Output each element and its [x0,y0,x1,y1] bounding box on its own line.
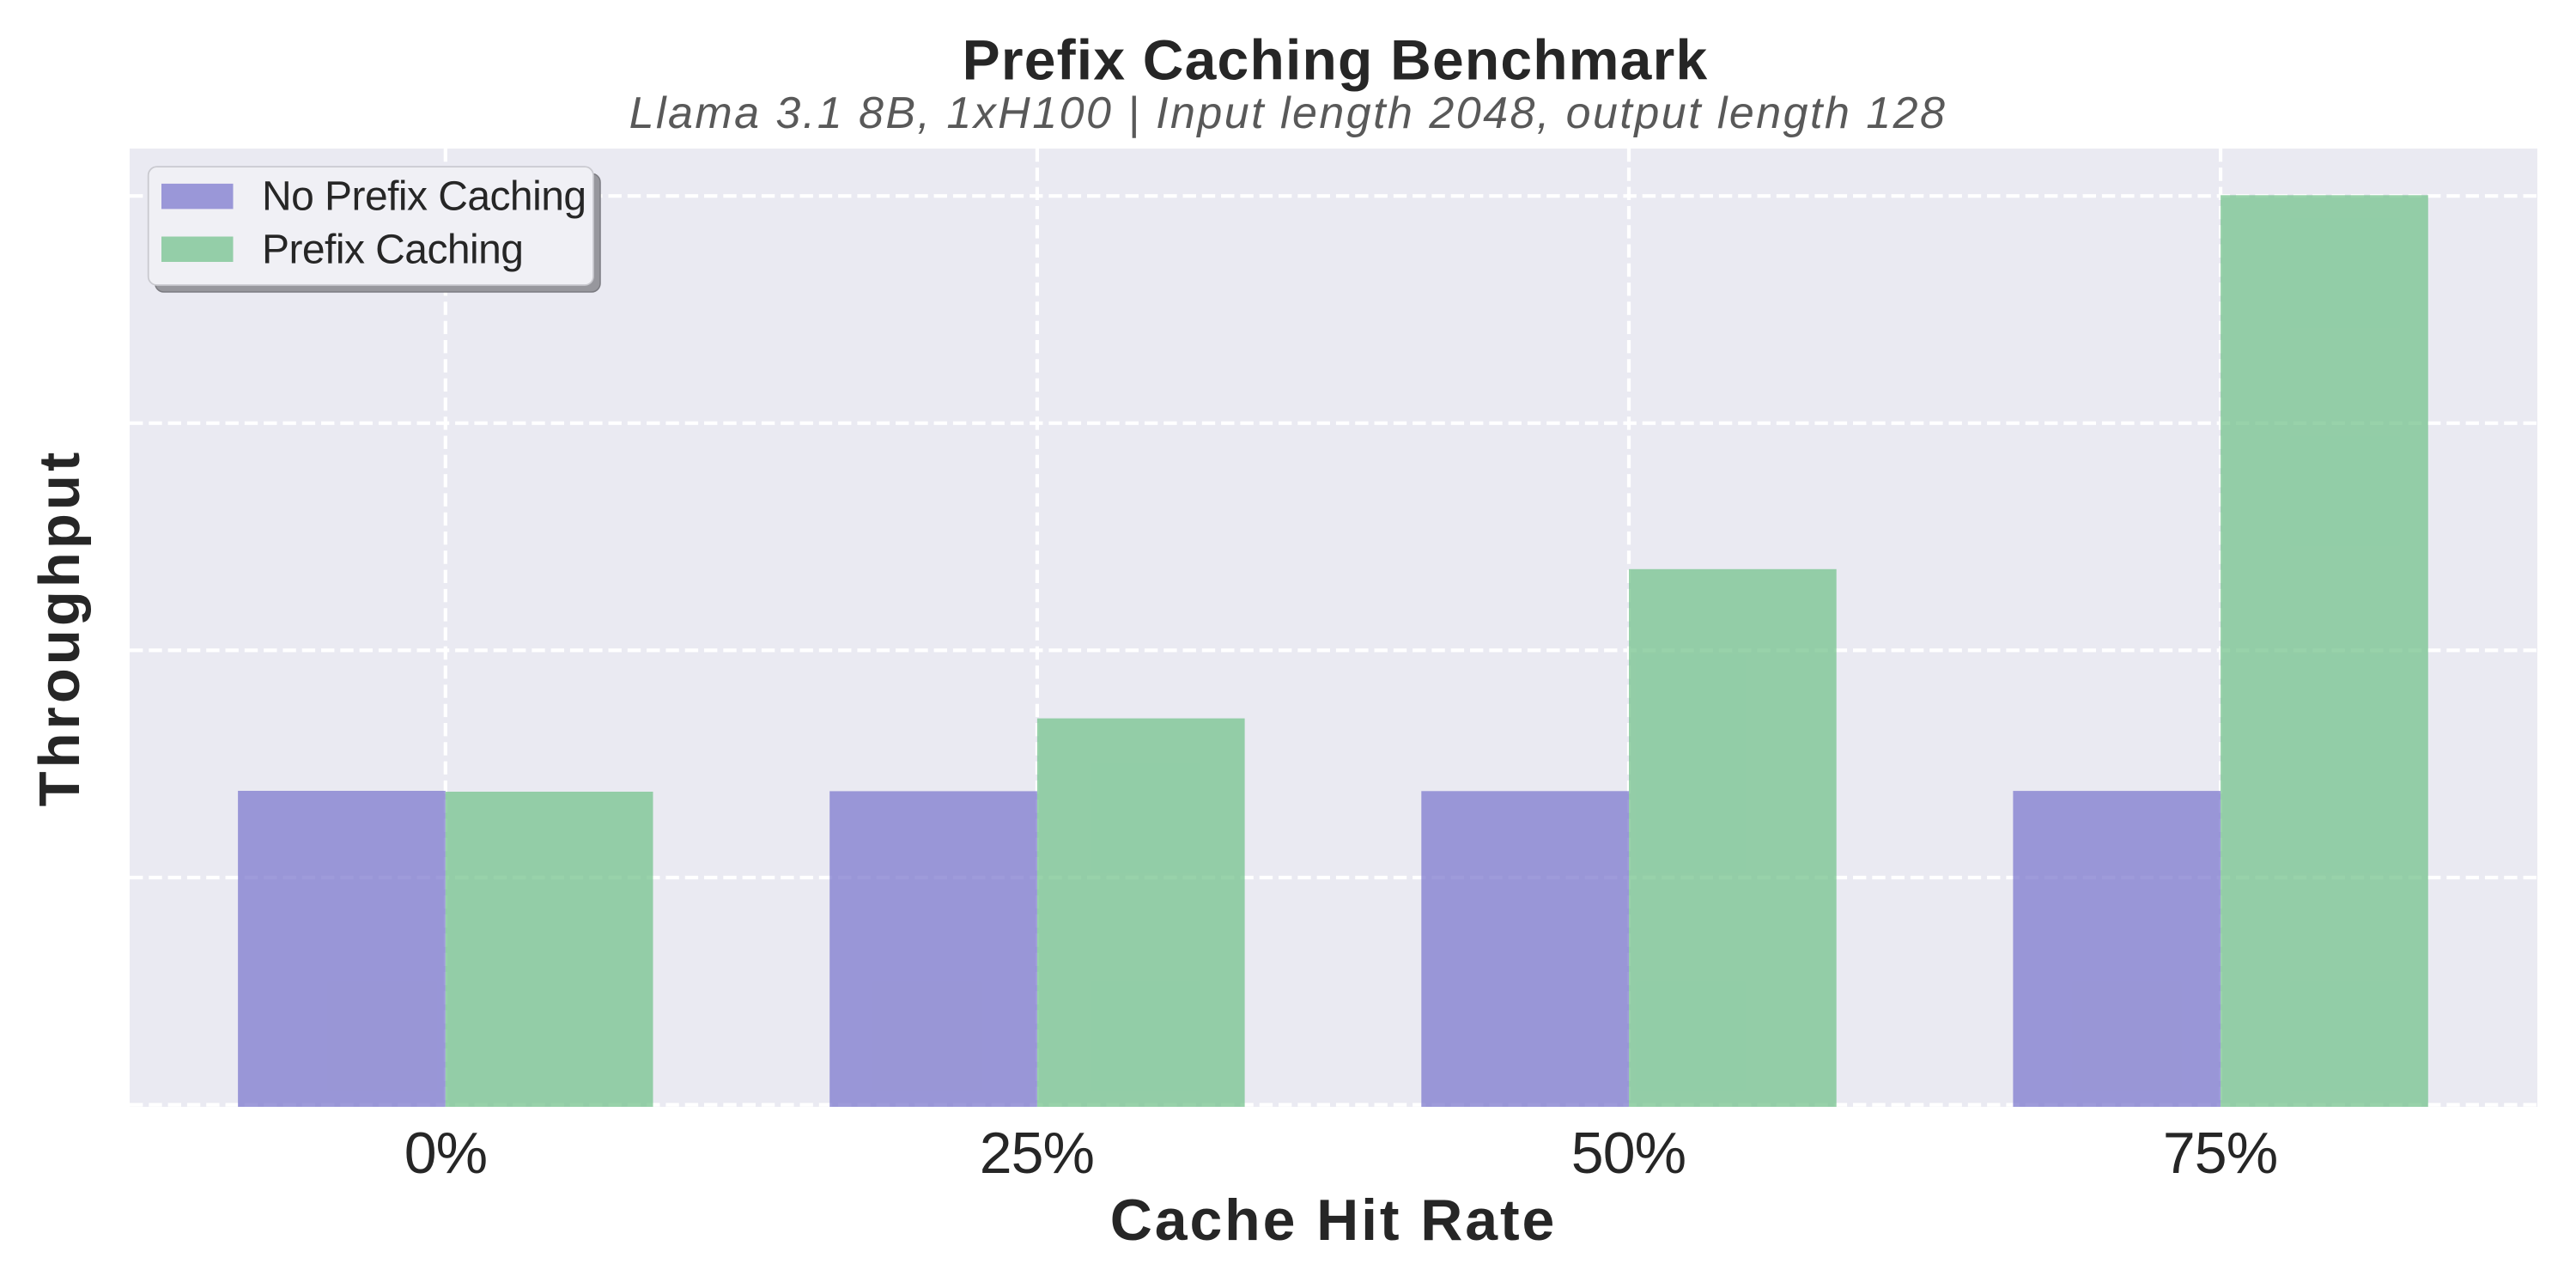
svg-text:50%: 50% [1571,1121,1686,1186]
svg-text:Llama 3.1 8B, 1xH100 | Input l: Llama 3.1 8B, 1xH100 | Input length 2048… [629,88,1947,138]
svg-text:No Prefix Caching: No Prefix Caching [262,174,586,220]
svg-text:Throughput: Throughput [27,449,92,807]
svg-text:25%: 25% [980,1121,1094,1186]
svg-text:0%: 0% [404,1121,487,1186]
svg-text:Cache Hit Rate: Cache Hit Rate [1110,1188,1558,1253]
svg-text:75%: 75% [2163,1121,2277,1186]
svg-text:Prefix Caching: Prefix Caching [262,228,523,273]
svg-text:Prefix Caching Benchmark: Prefix Caching Benchmark [963,27,1709,91]
